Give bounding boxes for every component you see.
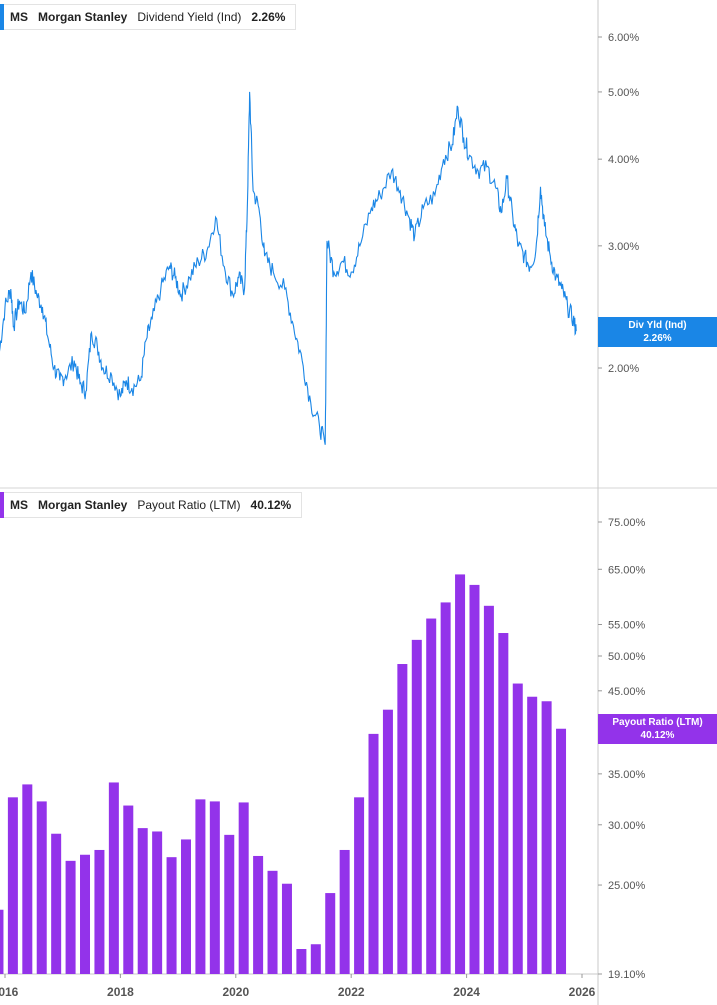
y-tick-label: 75.00% [608, 517, 646, 529]
payout-ratio-bar [368, 733, 379, 974]
payout-ratio-bar [65, 860, 76, 974]
payout-ratio-bar [123, 805, 134, 974]
legend-metric: Dividend Yield (Ind) [137, 10, 242, 24]
payout-ratio-bar [411, 639, 422, 974]
y-tick-label: 2.00% [608, 363, 639, 375]
payout-ratio-bar [512, 683, 523, 974]
x-tick-label: 2020 [222, 985, 249, 999]
y-tick-label: 45.00% [608, 686, 646, 698]
payout-ratio-bar [426, 618, 437, 974]
y-tick-label: 65.00% [608, 564, 646, 576]
y-tick-label: 55.00% [608, 619, 646, 631]
payout-ratio-legend[interactable]: MS Morgan Stanley Payout Ratio (LTM) 40.… [0, 492, 303, 518]
x-tick-label: 2016 [0, 985, 19, 999]
y-tick-label: 3.00% [608, 241, 639, 253]
payout-ratio-bar [469, 584, 480, 974]
payout-ratio-bar [80, 854, 91, 974]
legend-metric: Payout Ratio (LTM) [137, 498, 241, 512]
payout-ratio-bar [296, 949, 307, 974]
payout-ratio-bar [483, 605, 494, 974]
payout-ratio-bar [108, 782, 119, 974]
payout-ratio-bar [94, 849, 105, 974]
legend-value: 2.26% [251, 10, 286, 24]
x-tick-label: 2018 [107, 985, 134, 999]
payout-ratio-bar [541, 701, 552, 974]
tag-value: 2.26% [643, 333, 672, 344]
div-yield-series-line [0, 91, 577, 445]
legend-ticker: MS [10, 498, 28, 512]
tag-label: Payout Ratio (LTM) [612, 717, 703, 728]
div-yield-legend-swatch [0, 4, 4, 30]
payout-ratio-bar [354, 797, 365, 974]
payout-ratio-bar [166, 857, 177, 974]
payout-ratio-bar [137, 828, 148, 974]
payout-ratio-bar [51, 833, 62, 974]
div-yield-last-value-tag: Div Yld (Ind) 2.26% [598, 317, 717, 347]
legend-company: Morgan Stanley [38, 498, 128, 512]
y-tick-label: 5.00% [608, 87, 639, 99]
payout-ratio-bar [36, 801, 47, 974]
payout-ratio-bar [339, 849, 350, 974]
x-tick-label: 2024 [453, 985, 480, 999]
payout-ratio-bar [209, 801, 220, 974]
payout-ratio-last-value-tag: Payout Ratio (LTM) 40.12% [598, 714, 717, 744]
payout-ratio-bar [325, 893, 336, 974]
y-tick-label: 19.10% [608, 969, 646, 981]
payout-ratio-bar [7, 797, 18, 974]
payout-ratio-bar [281, 883, 292, 974]
payout-ratio-bar [267, 870, 278, 974]
payout-ratio-bar [310, 944, 321, 974]
x-tick-label: 2022 [338, 985, 365, 999]
legend-company: Morgan Stanley [38, 10, 128, 24]
payout-ratio-bar [22, 784, 33, 974]
payout-ratio-legend-swatch [0, 492, 4, 518]
payout-ratio-bar [527, 696, 538, 974]
payout-ratio-bar [556, 728, 567, 974]
y-tick-label: 25.00% [608, 880, 646, 892]
tag-label: Div Yld (Ind) [628, 320, 687, 331]
payout-ratio-bar [455, 574, 466, 974]
payout-ratio-bar [0, 909, 4, 974]
legend-ticker: MS [10, 10, 28, 24]
y-tick-label: 30.00% [608, 820, 646, 832]
div-yield-legend[interactable]: MS Morgan Stanley Dividend Yield (Ind) 2… [0, 4, 297, 30]
y-tick-label: 6.00% [608, 32, 639, 44]
payout-ratio-bar [382, 709, 393, 974]
payout-ratio-bar [195, 799, 206, 974]
payout-ratio-bar [498, 633, 509, 974]
payout-ratio-bar [224, 834, 235, 974]
x-tick-label: 2026 [569, 985, 596, 999]
payout-ratio-bar [180, 839, 191, 974]
y-tick-label: 35.00% [608, 769, 646, 781]
payout-ratio-bar [253, 855, 264, 974]
y-tick-label: 4.00% [608, 154, 639, 166]
y-tick-label: 50.00% [608, 651, 646, 663]
payout-ratio-bar [152, 831, 163, 974]
tag-value: 40.12% [640, 730, 675, 741]
payout-ratio-bar [397, 664, 408, 974]
payout-ratio-bar [238, 802, 249, 974]
legend-value: 40.12% [250, 498, 292, 512]
payout-ratio-bar [440, 602, 451, 974]
